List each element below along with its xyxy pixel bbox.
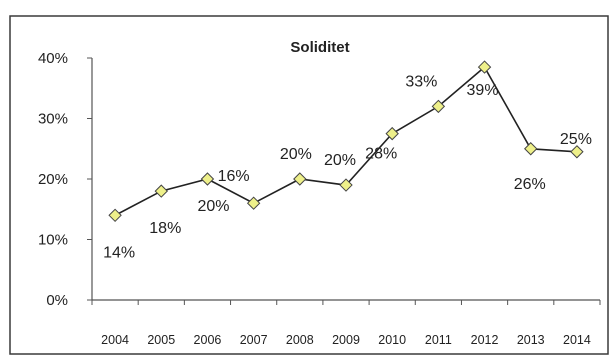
data-point-marker [477,60,492,74]
data-label: 16% [218,168,250,185]
x-tick-label: 2011 [425,333,452,347]
data-point-marker [385,126,399,141]
series-markers [108,60,584,223]
data-point-marker [570,145,584,159]
data-label: 14% [103,244,135,261]
data-point-marker [524,142,538,156]
x-axis-ticks: 2004 2005 2006 2007 2008 2009 2010 2011 2012 2013… [91,300,601,347]
data-label: 20% [324,152,356,169]
data-label: 28% [365,146,397,163]
data-label: 20% [197,198,229,215]
x-tick-label: 2009 [332,333,360,347]
data-label: 20% [280,146,312,163]
y-axis-ticks: 0% 10% 20% 30% 40% [38,50,92,309]
x-tick-label: 2014 [563,333,591,347]
data-label: 26% [514,176,546,193]
chart-frame [9,15,609,355]
data-label: 33% [405,73,437,90]
x-tick-label: 2007 [240,333,268,347]
x-tick-label: 2012 [471,333,499,347]
data-label: 39% [467,82,499,99]
data-point-marker [339,178,353,192]
data-point-marker [246,196,261,210]
x-tick-label: 2005 [147,333,175,347]
data-labels: 14% 18% 20% 16% 20% 20% 28% 33% 39% 26% 25% [103,73,592,261]
chart-title: Soliditet [290,39,349,56]
data-point-marker [293,172,307,186]
y-tick-label: 20% [38,171,68,188]
data-point-marker [108,208,122,223]
data-point-marker [154,184,168,198]
data-label: 25% [560,131,592,148]
data-label: 18% [149,220,181,237]
x-tick-label: 2006 [194,333,222,347]
x-tick-label: 2013 [517,333,545,347]
y-tick-label: 40% [38,50,68,67]
x-tick-label: 2004 [101,333,129,347]
y-tick-label: 0% [46,292,68,309]
data-point-marker [200,172,215,186]
y-tick-label: 30% [38,111,68,128]
x-tick-label: 2010 [378,333,406,347]
x-tick-label: 2008 [286,333,314,347]
data-point-marker [431,99,446,114]
y-tick-label: 10% [38,232,68,249]
